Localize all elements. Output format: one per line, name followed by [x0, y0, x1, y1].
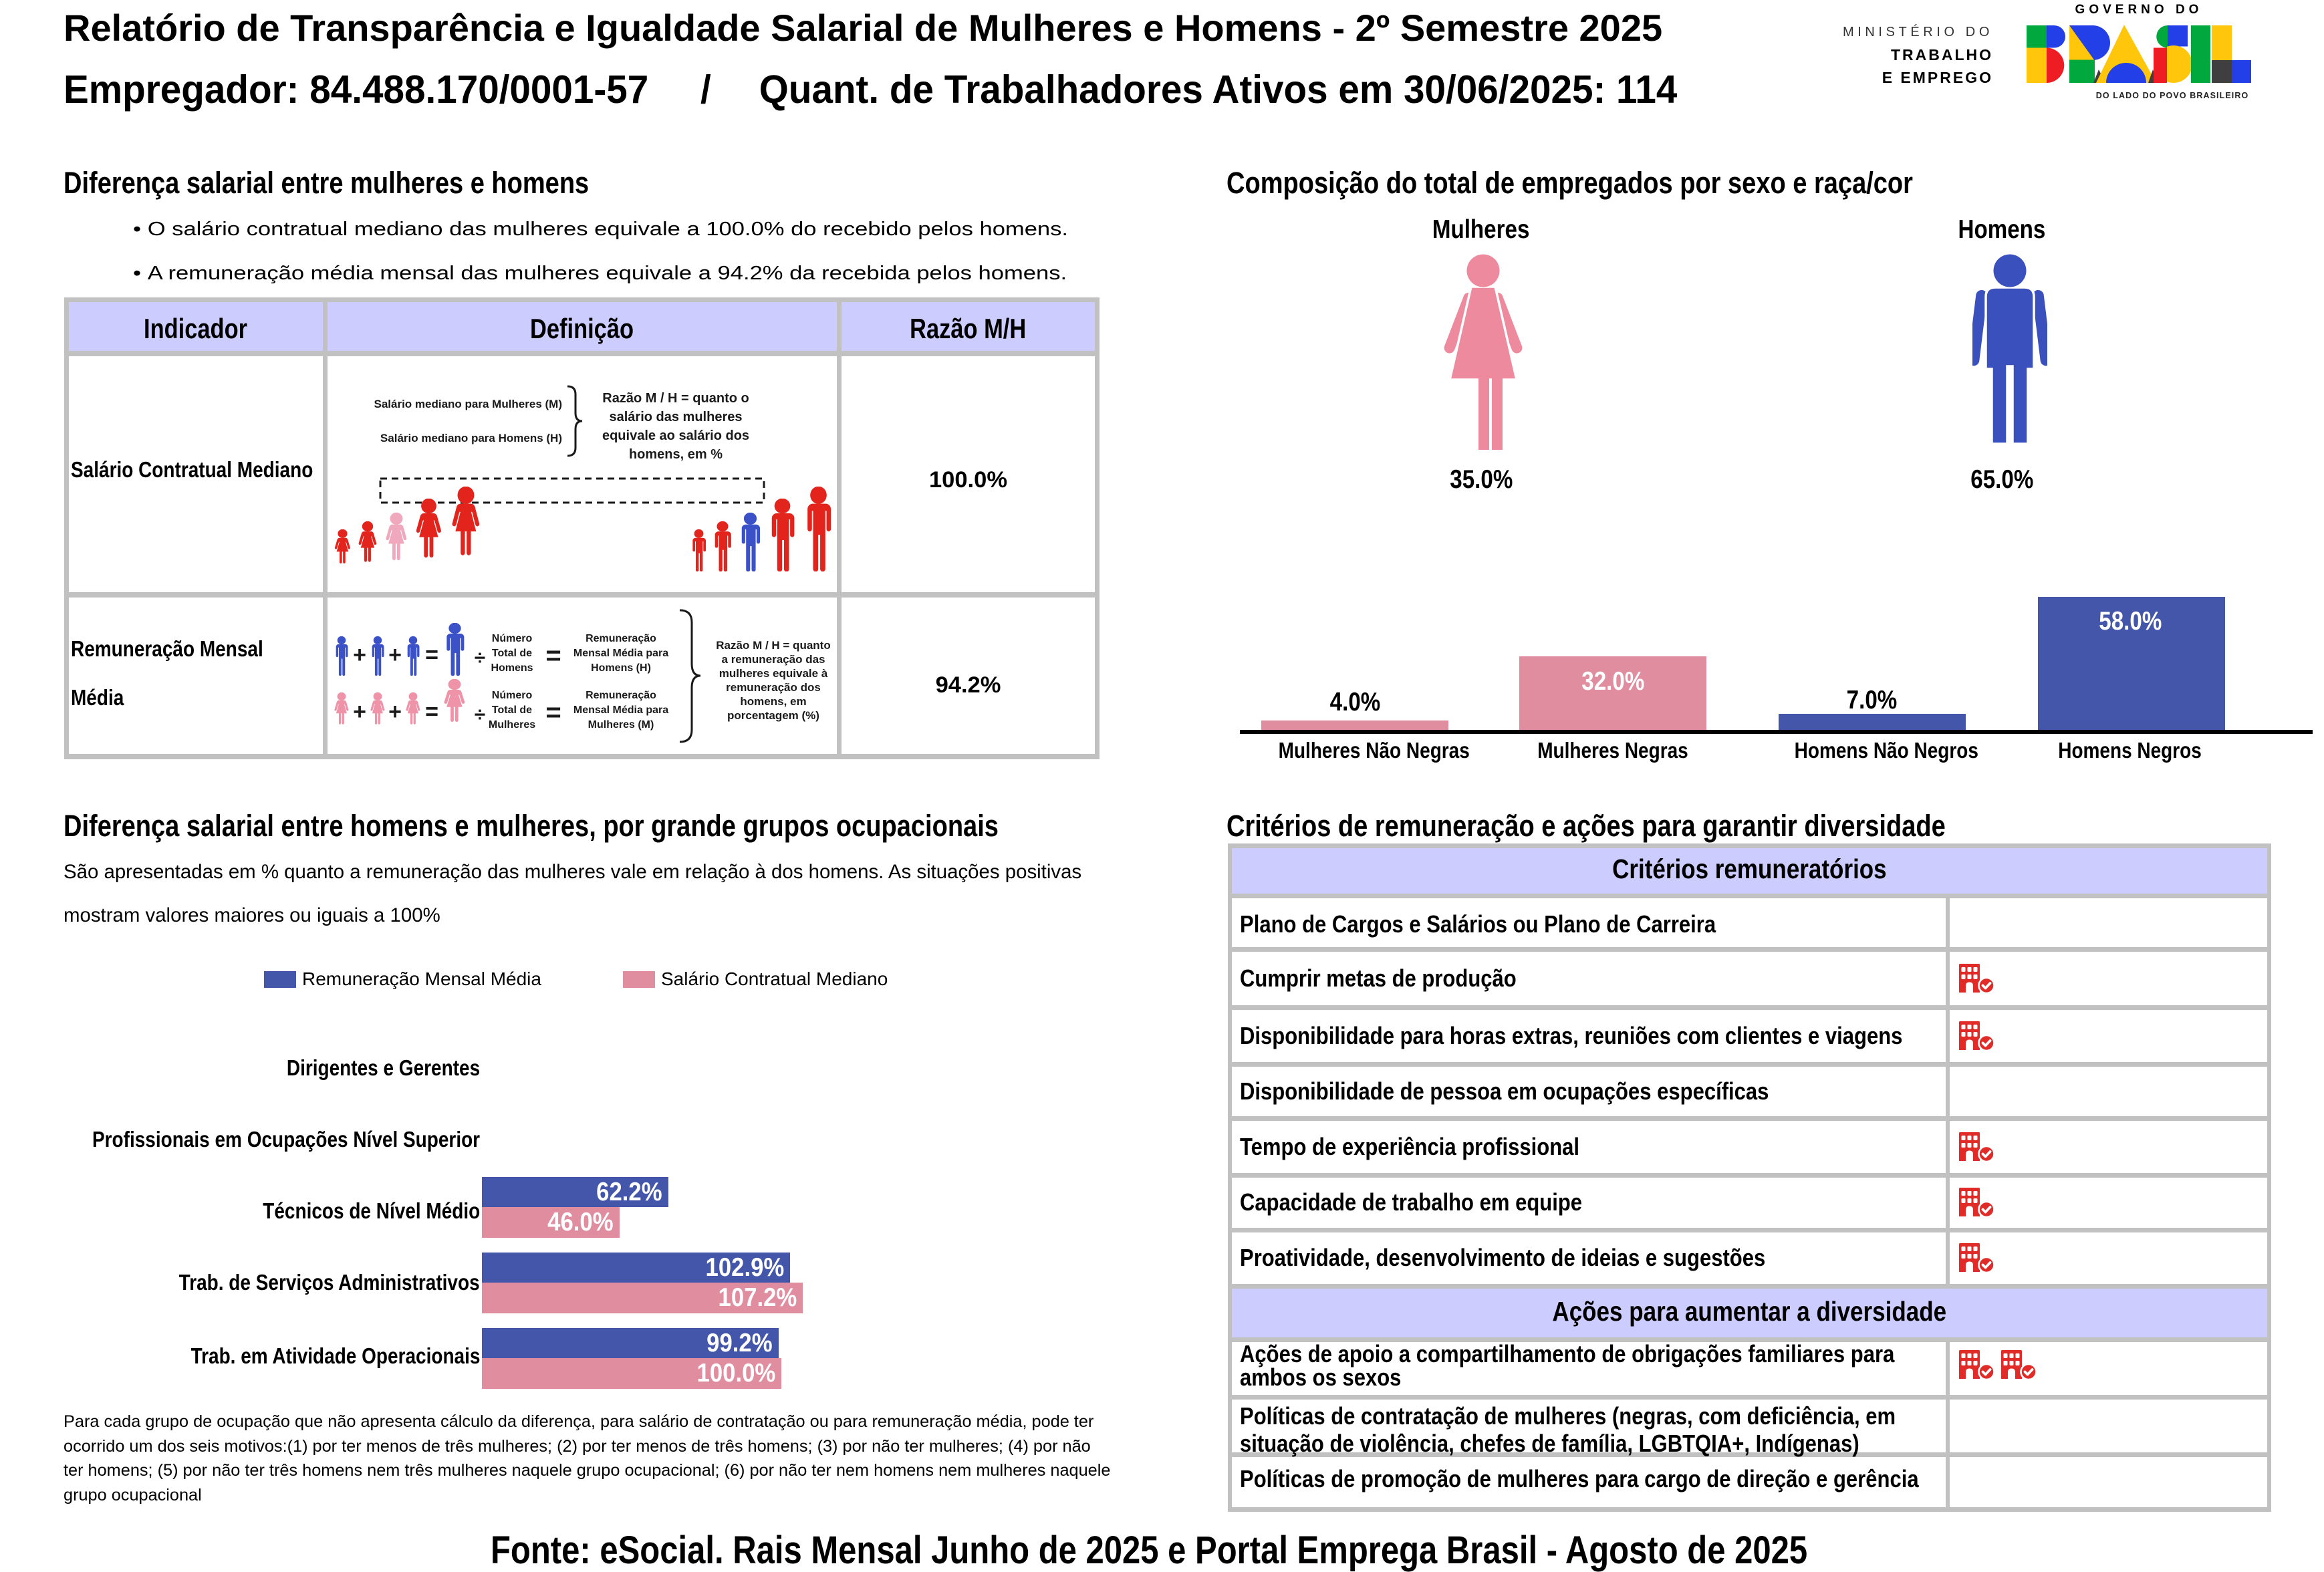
svg-text:a remuneração das: a remuneração das [722, 653, 825, 666]
svg-text:Remuneração: Remuneração [586, 690, 656, 701]
svg-text:÷: ÷ [475, 704, 485, 726]
svg-text:remuneração dos: remuneração dos [726, 681, 821, 694]
svg-text:+: + [388, 642, 402, 668]
svg-text:Mulheres: Mulheres [489, 719, 535, 731]
svg-text:+: + [388, 699, 402, 725]
svg-text:Número: Número [492, 633, 533, 644]
svg-text:Remuneração: Remuneração [586, 633, 656, 644]
svg-text:porcentagem (%): porcentagem (%) [727, 709, 819, 722]
svg-text:Total de: Total de [492, 704, 532, 716]
svg-text:Mulheres (M): Mulheres (M) [588, 719, 654, 731]
svg-text:=: = [545, 698, 561, 727]
svg-text:equivale ao salário dos: equivale ao salário dos [602, 428, 749, 443]
svg-text:Razão M / H = quanto: Razão M / H = quanto [716, 639, 830, 652]
svg-text:homens, em: homens, em [740, 695, 806, 708]
svg-text:mulheres equivale à: mulheres equivale à [719, 667, 828, 680]
svg-text:homens, em %: homens, em % [629, 447, 723, 462]
svg-text:Salário mediano para Mulheres: Salário mediano para Mulheres (M) [374, 398, 562, 410]
svg-text:Mensal Média para: Mensal Média para [573, 704, 668, 716]
svg-text:+: + [353, 699, 366, 725]
svg-text:Salário mediano para Homens (H: Salário mediano para Homens (H) [380, 432, 562, 444]
svg-text:=: = [425, 642, 438, 668]
svg-text:Homens: Homens [491, 662, 533, 674]
svg-text:Total de: Total de [492, 648, 532, 659]
svg-text:Mensal Média para: Mensal Média para [573, 648, 668, 659]
svg-text:salário das mulheres: salário das mulheres [610, 410, 743, 424]
svg-text:Número: Número [492, 690, 533, 701]
svg-text:=: = [545, 641, 561, 670]
svg-text:Homens (H): Homens (H) [591, 662, 651, 674]
svg-text:=: = [425, 699, 438, 725]
svg-text:Razão M / H = quanto o: Razão M / H = quanto o [602, 391, 749, 406]
svg-text:+: + [353, 642, 366, 668]
svg-text:÷: ÷ [475, 647, 485, 669]
